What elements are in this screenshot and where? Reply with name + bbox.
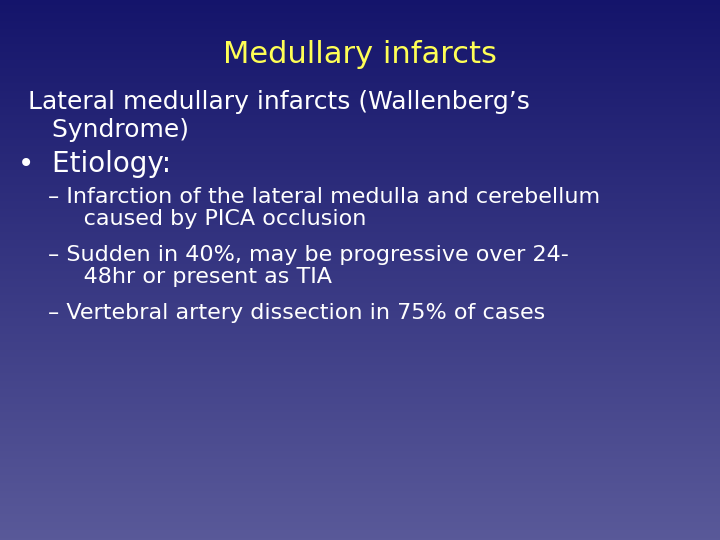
Text: Medullary infarcts: Medullary infarcts (223, 40, 497, 69)
Text: caused by PICA occlusion: caused by PICA occlusion (48, 209, 366, 229)
Text: – Vertebral artery dissection in 75% of cases: – Vertebral artery dissection in 75% of … (48, 303, 545, 323)
Text: – Sudden in 40%, may be progressive over 24-: – Sudden in 40%, may be progressive over… (48, 245, 569, 265)
Text: Syndrome): Syndrome) (28, 118, 189, 142)
Text: Lateral medullary infarcts (Wallenberg’s: Lateral medullary infarcts (Wallenberg’s (28, 90, 530, 114)
Text: – Infarction of the lateral medulla and cerebellum: – Infarction of the lateral medulla and … (48, 187, 600, 207)
Text: •  Etiology:: • Etiology: (18, 150, 171, 178)
Text: 48hr or present as TIA: 48hr or present as TIA (48, 267, 332, 287)
